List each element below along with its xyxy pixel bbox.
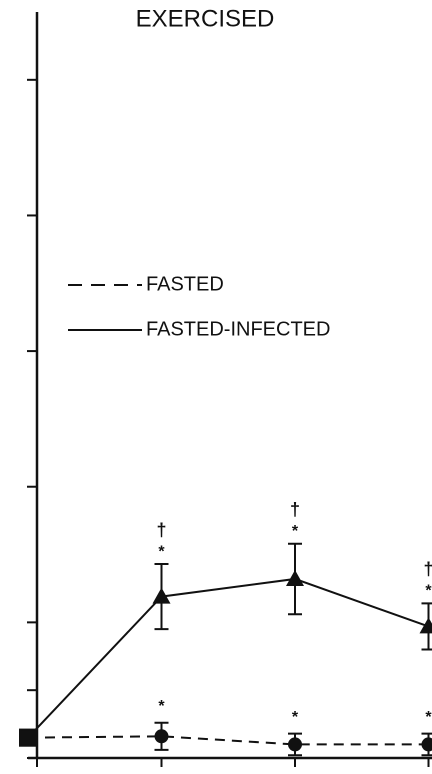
- annotation: *: [292, 709, 299, 726]
- annotation: *: [425, 709, 432, 726]
- annotation: *: [158, 543, 165, 560]
- marker: [286, 569, 304, 586]
- marker: [419, 617, 432, 634]
- marker: [288, 737, 302, 752]
- annotation: *: [292, 523, 299, 540]
- series-line: [27, 735, 429, 746]
- annotation: *: [425, 583, 432, 600]
- marker: [19, 728, 37, 747]
- chart-title: EXERCISED: [136, 5, 275, 32]
- annotation: †: [423, 559, 432, 579]
- annotation: *: [158, 698, 165, 715]
- annotation: †: [156, 520, 166, 540]
- legend-label: FASTED: [146, 273, 224, 295]
- legend-label: FASTED-INFECTED: [146, 318, 330, 340]
- annotation: †: [290, 499, 300, 519]
- marker: [154, 729, 169, 744]
- series-line: [27, 577, 429, 739]
- marker: [152, 587, 171, 604]
- marker: [421, 737, 432, 752]
